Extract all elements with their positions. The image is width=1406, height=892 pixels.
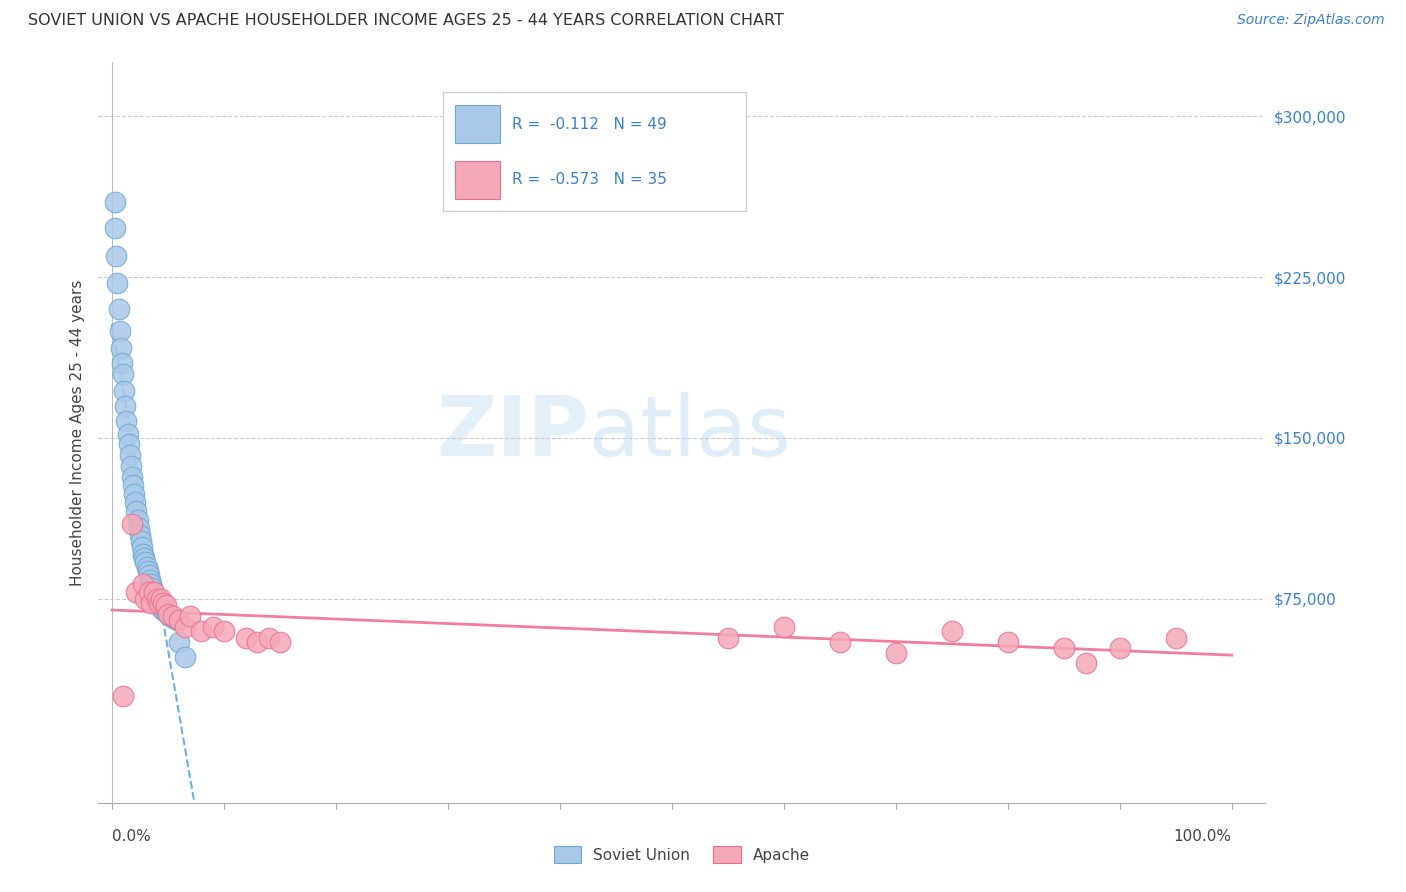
- Point: [107, 302, 129, 317]
- Point: [110, 341, 132, 355]
- Point: [138, 585, 160, 599]
- Point: [117, 426, 139, 441]
- Point: [118, 448, 141, 462]
- Point: [1164, 631, 1187, 645]
- Point: [828, 635, 851, 649]
- Point: [112, 689, 135, 703]
- Point: [212, 624, 235, 639]
- Point: [179, 609, 201, 624]
- Point: [139, 573, 162, 587]
- Point: [131, 541, 153, 555]
- Point: [1076, 657, 1098, 671]
- Point: [115, 414, 138, 428]
- Point: [772, 620, 794, 634]
- Point: [148, 599, 170, 613]
- Point: [141, 581, 163, 595]
- Point: [114, 399, 136, 413]
- Point: [150, 591, 173, 606]
- Point: [717, 631, 740, 645]
- Point: [235, 631, 257, 645]
- Text: Source: ZipAtlas.com: Source: ZipAtlas.com: [1237, 13, 1385, 28]
- Point: [159, 609, 181, 624]
- Point: [201, 620, 224, 634]
- Point: [105, 249, 128, 263]
- Point: [104, 220, 127, 235]
- Point: [134, 591, 156, 606]
- Point: [173, 620, 195, 634]
- Point: [139, 596, 162, 610]
- Point: [884, 646, 907, 660]
- Text: ZIP: ZIP: [436, 392, 589, 473]
- Point: [941, 624, 963, 639]
- Point: [128, 527, 150, 541]
- Point: [148, 596, 170, 610]
- Point: [150, 600, 173, 615]
- Point: [167, 614, 190, 628]
- Point: [132, 547, 155, 561]
- Point: [122, 478, 145, 492]
- Point: [145, 596, 167, 610]
- Point: [143, 590, 166, 604]
- Point: [246, 635, 269, 649]
- Point: [156, 607, 179, 621]
- Text: atlas: atlas: [589, 392, 790, 473]
- Point: [173, 649, 195, 664]
- Point: [155, 599, 177, 613]
- Point: [1108, 641, 1130, 656]
- Point: [120, 458, 142, 473]
- Point: [125, 585, 148, 599]
- Point: [190, 624, 212, 639]
- Text: SOVIET UNION VS APACHE HOUSEHOLDER INCOME AGES 25 - 44 YEARS CORRELATION CHART: SOVIET UNION VS APACHE HOUSEHOLDER INCOM…: [28, 13, 785, 29]
- Point: [118, 437, 141, 451]
- Point: [143, 585, 166, 599]
- Point: [128, 521, 150, 535]
- Point: [152, 596, 174, 610]
- Point: [125, 504, 148, 518]
- Point: [136, 564, 159, 578]
- Point: [108, 324, 131, 338]
- Point: [142, 585, 165, 599]
- Point: [132, 577, 155, 591]
- Point: [162, 611, 184, 625]
- Point: [257, 631, 280, 645]
- Point: [112, 384, 135, 398]
- Point: [107, 277, 129, 291]
- Point: [135, 559, 157, 574]
- Point: [152, 602, 174, 616]
- Point: [134, 551, 156, 566]
- Point: [121, 516, 143, 531]
- Legend: Soviet Union, Apache: Soviet Union, Apache: [547, 839, 817, 870]
- Point: [167, 635, 190, 649]
- Point: [122, 487, 145, 501]
- Point: [166, 614, 188, 628]
- Point: [145, 591, 167, 606]
- Point: [129, 533, 152, 548]
- Y-axis label: Householder Income Ages 25 - 44 years: Householder Income Ages 25 - 44 years: [70, 279, 86, 586]
- Point: [997, 635, 1019, 649]
- Point: [127, 512, 149, 526]
- Point: [121, 469, 143, 483]
- Text: 100.0%: 100.0%: [1174, 829, 1232, 844]
- Point: [134, 556, 156, 570]
- Point: [124, 495, 146, 509]
- Point: [156, 607, 179, 621]
- Point: [112, 367, 135, 381]
- Point: [104, 194, 127, 209]
- Point: [111, 356, 134, 370]
- Point: [138, 568, 160, 582]
- Point: [269, 635, 291, 649]
- Point: [162, 609, 184, 624]
- Point: [1053, 641, 1076, 656]
- Point: [145, 594, 167, 608]
- Text: 0.0%: 0.0%: [112, 829, 150, 844]
- Point: [139, 577, 162, 591]
- Point: [155, 605, 177, 619]
